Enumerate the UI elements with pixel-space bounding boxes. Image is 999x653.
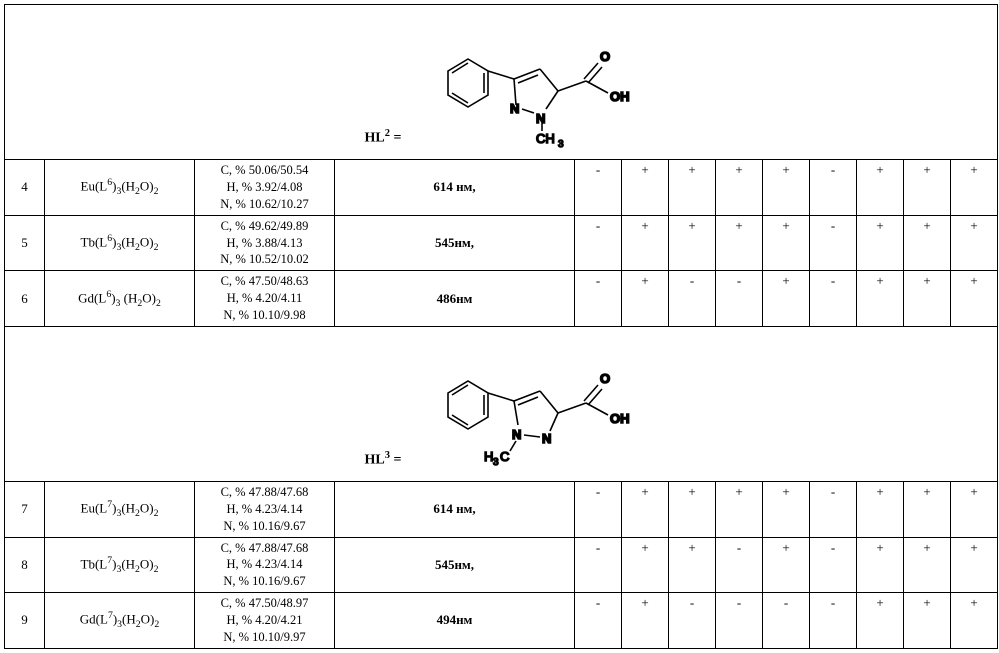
ligand-header-row: HL2 =: [5, 5, 998, 160]
mark-cell: +: [904, 481, 951, 537]
elemental-analysis: C, % 47.50/48.63H, % 4.20/4.11N, % 10.10…: [195, 271, 335, 327]
compounds-table: HL2 = 4Eu(L6)3(H2O)2C, % 50.06/50.54H, %…: [4, 4, 998, 649]
mark-cell: -: [669, 593, 716, 649]
elemental-analysis: C, % 47.88/47.68H, % 4.23/4.14N, % 10.16…: [195, 537, 335, 593]
mark-cell: +: [904, 160, 951, 216]
compound-formula: Tb(L6)3(H2O)2: [45, 215, 195, 271]
wavelength: 486нм: [335, 271, 575, 327]
ligand-header-row: HL3 =: [5, 326, 998, 481]
mark-cell: +: [622, 160, 669, 216]
elemental-analysis: C, % 49.62/49.89H, % 3.88/4.13N, % 10.52…: [195, 215, 335, 271]
wavelength: 545нм,: [335, 537, 575, 593]
wavelength: 614 нм,: [335, 160, 575, 216]
mark-cell: +: [904, 215, 951, 271]
mark-cell: -: [810, 593, 857, 649]
mark-cell: -: [716, 537, 763, 593]
compound-formula: Eu(L6)3(H2O)2: [45, 160, 195, 216]
row-index: 8: [5, 537, 45, 593]
ligand-label: HL2 =: [365, 128, 402, 151]
mark-cell: +: [622, 537, 669, 593]
mark-cell: -: [575, 481, 622, 537]
mark-cell: -: [810, 481, 857, 537]
mark-cell: -: [763, 593, 810, 649]
mark-cell: +: [904, 593, 951, 649]
mark-cell: -: [810, 537, 857, 593]
molecule-diagram: [418, 31, 638, 151]
mark-cell: -: [575, 160, 622, 216]
mark-cell: +: [716, 160, 763, 216]
mark-cell: +: [716, 215, 763, 271]
mark-cell: +: [857, 271, 904, 327]
wavelength: 545нм,: [335, 215, 575, 271]
mark-cell: +: [951, 160, 998, 216]
mark-cell: -: [810, 271, 857, 327]
wavelength: 494нм: [335, 593, 575, 649]
row-index: 9: [5, 593, 45, 649]
mark-cell: +: [904, 537, 951, 593]
mark-cell: +: [857, 160, 904, 216]
mark-cell: +: [951, 481, 998, 537]
mark-cell: +: [857, 215, 904, 271]
ligand-label: HL3 =: [365, 450, 402, 473]
mark-cell: +: [904, 271, 951, 327]
mark-cell: +: [951, 215, 998, 271]
row-index: 4: [5, 160, 45, 216]
mark-cell: -: [575, 537, 622, 593]
mark-cell: +: [857, 593, 904, 649]
mark-cell: +: [716, 481, 763, 537]
table-row: 7Eu(L7)3(H2O)2C, % 47.88/47.68H, % 4.23/…: [5, 481, 998, 537]
elemental-analysis: C, % 47.50/48.97H, % 4.20/4.21N, % 10.10…: [195, 593, 335, 649]
mark-cell: +: [763, 160, 810, 216]
mark-cell: +: [669, 537, 716, 593]
mark-cell: -: [716, 271, 763, 327]
mark-cell: +: [951, 537, 998, 593]
mark-cell: -: [716, 593, 763, 649]
mark-cell: -: [575, 593, 622, 649]
mark-cell: +: [857, 537, 904, 593]
mark-cell: +: [763, 271, 810, 327]
row-index: 6: [5, 271, 45, 327]
molecule-diagram: [418, 353, 638, 473]
mark-cell: +: [622, 271, 669, 327]
mark-cell: -: [669, 271, 716, 327]
mark-cell: +: [857, 481, 904, 537]
row-index: 7: [5, 481, 45, 537]
mark-cell: +: [763, 481, 810, 537]
table-row: 5Tb(L6)3(H2O)2C, % 49.62/49.89H, % 3.88/…: [5, 215, 998, 271]
mark-cell: +: [951, 271, 998, 327]
mark-cell: -: [810, 215, 857, 271]
mark-cell: +: [622, 593, 669, 649]
mark-cell: +: [951, 593, 998, 649]
table-row: 8Tb(L7)3(H2O)2C, % 47.88/47.68H, % 4.23/…: [5, 537, 998, 593]
table-row: 4Eu(L6)3(H2O)2C, % 50.06/50.54H, % 3.92/…: [5, 160, 998, 216]
compound-formula: Eu(L7)3(H2O)2: [45, 481, 195, 537]
mark-cell: +: [622, 215, 669, 271]
table-row: 9Gd(L7)3(H2O)2C, % 47.50/48.97H, % 4.20/…: [5, 593, 998, 649]
elemental-analysis: C, % 47.88/47.68H, % 4.23/4.14N, % 10.16…: [195, 481, 335, 537]
compound-formula: Gd(L6)3 (H2O)2: [45, 271, 195, 327]
mark-cell: +: [669, 160, 716, 216]
mark-cell: -: [810, 160, 857, 216]
mark-cell: +: [622, 481, 669, 537]
mark-cell: +: [763, 537, 810, 593]
mark-cell: +: [669, 215, 716, 271]
row-index: 5: [5, 215, 45, 271]
wavelength: 614 нм,: [335, 481, 575, 537]
table-row: 6Gd(L6)3 (H2O)2C, % 47.50/48.63H, % 4.20…: [5, 271, 998, 327]
mark-cell: -: [575, 271, 622, 327]
compound-formula: Gd(L7)3(H2O)2: [45, 593, 195, 649]
mark-cell: +: [669, 481, 716, 537]
compound-formula: Tb(L7)3(H2O)2: [45, 537, 195, 593]
mark-cell: -: [575, 215, 622, 271]
elemental-analysis: C, % 50.06/50.54H, % 3.92/4.08N, % 10.62…: [195, 160, 335, 216]
mark-cell: +: [763, 215, 810, 271]
